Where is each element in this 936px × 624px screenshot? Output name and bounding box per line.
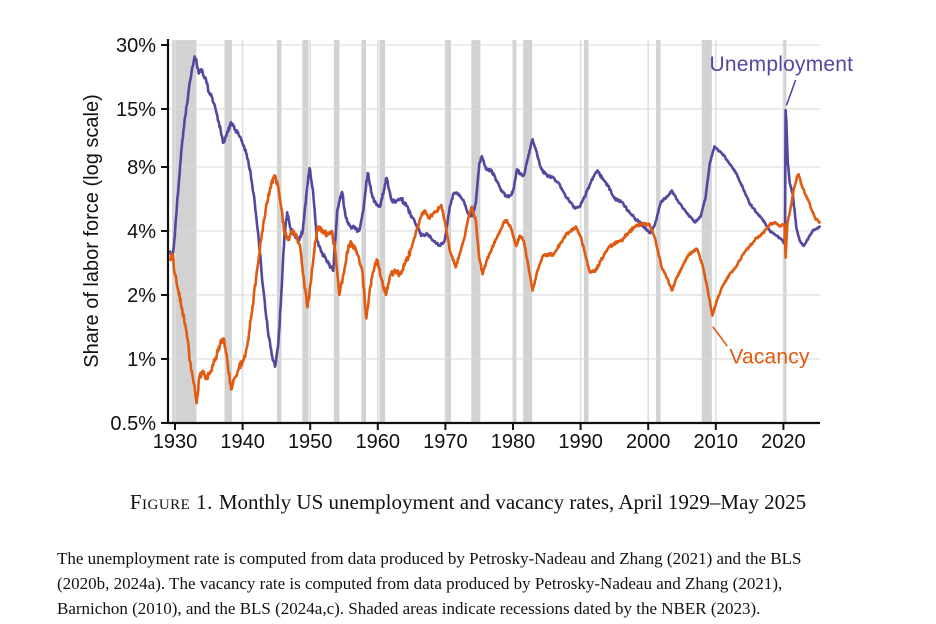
annotation-pointer [712, 326, 728, 347]
x-tick-label: 1990 [558, 431, 603, 453]
notes-line: The unemployment rate is computed from d… [57, 549, 802, 568]
x-tick-label: 1980 [491, 431, 536, 453]
x-tick-label: 1960 [356, 431, 401, 453]
y-tick-label: 1% [127, 349, 156, 371]
annotation-pointer [785, 79, 797, 106]
chart: 30% 15% 8% 4% 2% 1% 0.5% 1930 1940 1950 1960 1970 19… [81, 35, 854, 453]
x-tick-label: 1930 [153, 431, 198, 453]
x-tick-label: 1950 [288, 431, 333, 453]
x-tick-label: 1940 [220, 431, 265, 453]
series-label-unemployment: Unemployment [710, 53, 854, 76]
y-tick-label: 30% [116, 35, 156, 57]
x-tick-label: 2010 [694, 431, 739, 453]
x-tick-label: 2020 [761, 431, 806, 453]
x-tick-label: 2000 [626, 431, 671, 453]
y-tick-label: 2% [127, 285, 156, 307]
y-tick-label: 8% [127, 157, 156, 179]
vacancy-line [168, 172, 821, 405]
y-tick-label: 4% [127, 221, 156, 243]
figure-notes: The unemployment rate is computed from d… [57, 546, 917, 621]
series-label-vacancy: Vacancy [729, 346, 810, 369]
notes-line: (2020b, 2024a). The vacancy rate is comp… [57, 574, 783, 593]
x-tick-label: 1970 [423, 431, 468, 453]
caption-label: Figure 1. [129, 490, 213, 514]
y-tick-label: 15% [116, 99, 156, 121]
figure-caption: Figure 1. Monthly US unemployment and vac… [0, 490, 936, 515]
y-tick-label: 0.5% [110, 413, 156, 435]
notes-line: Barnichon (2010), and the BLS (2024a,c).… [57, 599, 761, 618]
y-axis-title: Share of labor force (log scale) [81, 94, 103, 367]
unemployment-line [168, 55, 821, 368]
chart-svg: 30% 15% 8% 4% 2% 1% 0.5%1930 1940 1950 1960 1970 19… [81, 35, 854, 453]
caption-text: Monthly US unemployment and vacancy rate… [218, 490, 807, 514]
